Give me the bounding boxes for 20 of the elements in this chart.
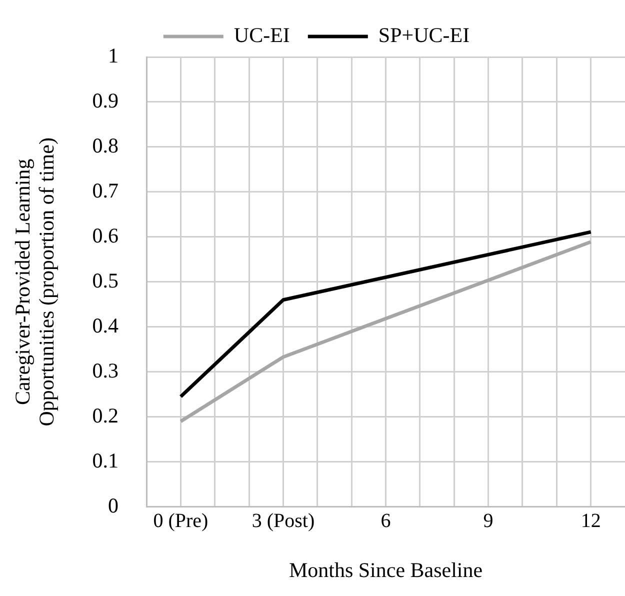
y-tick-label: 1 xyxy=(108,44,119,68)
y-tick-label: 0.3 xyxy=(92,358,119,382)
y-tick-label: 0.2 xyxy=(92,403,119,428)
y-tick-label: 0.5 xyxy=(92,268,119,292)
y-tick-label: 0 xyxy=(108,493,119,518)
y-tick-label: 0.9 xyxy=(92,88,119,112)
x-tick-label: 6 xyxy=(380,510,391,532)
x-tick-label: 0 (Pre) xyxy=(153,510,208,532)
x-tick-label: 3 (Post) xyxy=(252,510,315,532)
y-tick-label: 0.1 xyxy=(92,448,119,472)
y-tick-label: 0.4 xyxy=(92,313,120,338)
y-tick-label: 0.6 xyxy=(92,223,119,248)
y-axis-title: Caregiver-Provided Learning Opportunities (proportion of time) xyxy=(10,138,59,426)
legend-label: UC-EI xyxy=(234,23,290,48)
legend-label: SP+UC-EI xyxy=(378,23,470,48)
y-tick-label: 0.8 xyxy=(92,133,119,158)
x-axis-title: Months Since Baseline xyxy=(288,558,483,582)
x-tick-label: 9 xyxy=(483,510,494,532)
y-tick-label: 0.7 xyxy=(92,178,119,202)
x-tick-label: 12 xyxy=(580,510,601,532)
